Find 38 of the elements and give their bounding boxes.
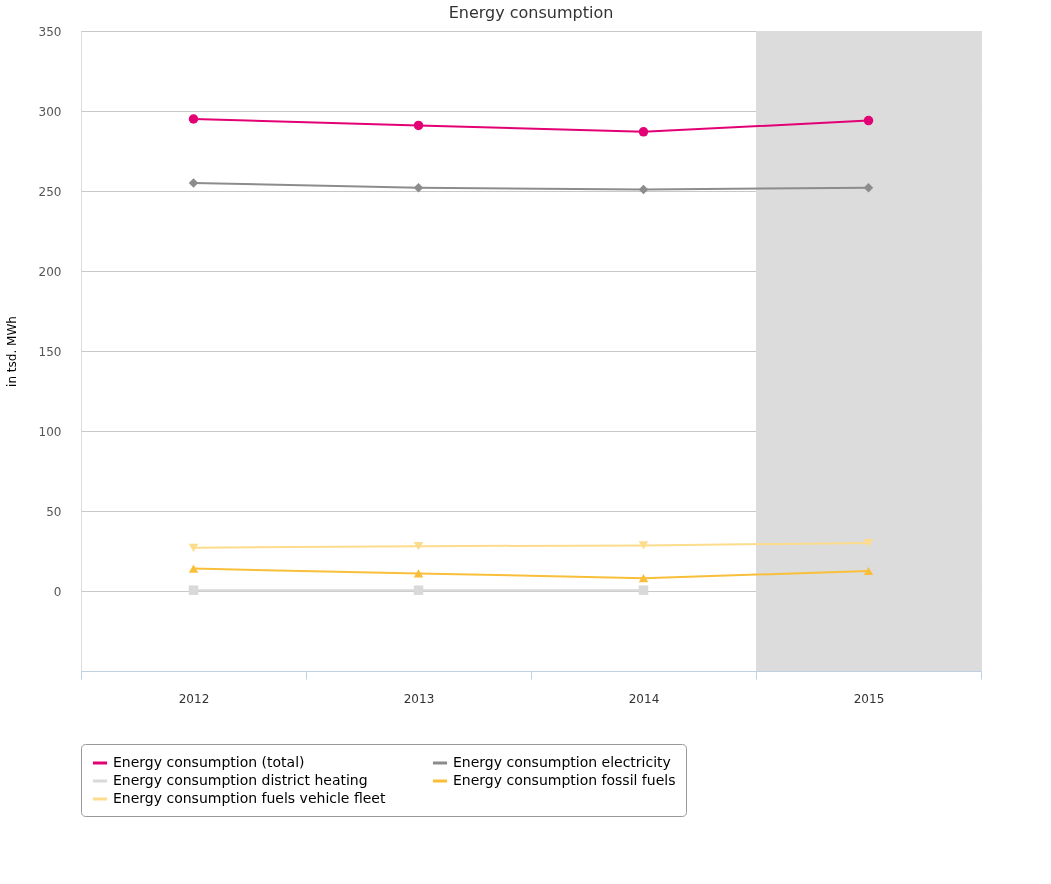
point [413,183,424,193]
point [638,585,649,595]
x-tick-label: 2013 [403,691,435,706]
point [413,120,424,131]
point [188,178,199,188]
point [638,127,649,137]
y-tick-label: 300 [38,104,62,119]
point [188,564,199,573]
y-tick-label: 350 [38,24,62,39]
y-tick-label: 250 [38,184,62,199]
y-tick-label: 150 [38,344,62,359]
point [638,574,649,583]
y-tick-label: 100 [38,424,62,439]
point [188,114,199,124]
x-tick-label: 2014 [628,691,660,706]
legend-label: Energy consumption (total) [113,754,305,770]
point [863,538,874,548]
point [863,115,874,126]
y-tick-label: 200 [38,264,62,279]
y-tick-label: 0 [53,584,62,599]
x-tick-label: 2015 [853,691,885,706]
point [413,585,424,595]
point [188,543,199,552]
point [188,585,199,595]
point [863,566,874,576]
x-tick-label: 2012 [178,691,210,706]
point [413,542,424,551]
y-axis-title: in tsd. MWh [4,316,19,387]
chart-title: Energy consumption [448,3,614,22]
point [413,569,424,578]
legend-label: Energy consumption electricity [453,754,671,770]
legend-label: Energy consumption fossil fuels [453,772,676,788]
point [638,184,649,195]
legend-label: Energy consumption district heating [113,772,368,788]
y-tick-label: 50 [46,504,62,519]
legend-label: Energy consumption fuels vehicle fleet [113,790,386,806]
point [863,183,874,193]
point [638,541,649,550]
